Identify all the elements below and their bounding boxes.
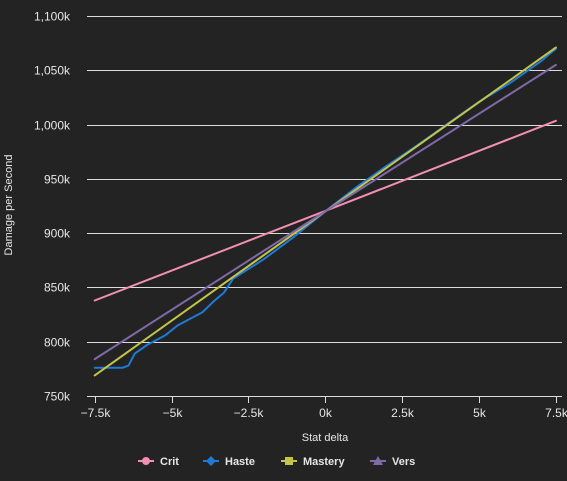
y-tick-label: 950k: [44, 173, 71, 187]
circle-marker-icon: [142, 457, 150, 465]
diamond-marker-icon: [206, 456, 216, 466]
square-marker-icon: [285, 457, 293, 465]
y-tick-label: 750k: [44, 390, 71, 404]
y-tick-label: 1,000k: [34, 119, 71, 133]
x-tick-label: 0k: [319, 406, 333, 420]
x-axis-title: Stat delta: [302, 432, 349, 444]
y-axis-title: Damage per Second: [3, 155, 15, 256]
legend-label: Vers: [392, 456, 415, 468]
x-tick-label: 7.5k: [545, 406, 567, 420]
axis-layer: 750k 800k 850k 900k 950k 1,000k 1,050k 1,100k −7…: [34, 10, 567, 421]
y-tick-label: 1,050k: [34, 64, 71, 78]
legend-label: Mastery: [303, 456, 345, 468]
legend-item-haste[interactable]: Haste: [203, 456, 255, 468]
legend-label: Haste: [225, 456, 255, 468]
legend-item-vers[interactable]: Vers: [370, 456, 415, 468]
x-tick-label: 2.5k: [391, 406, 415, 420]
y-tick-label: 850k: [44, 281, 71, 295]
legend-label: Crit: [160, 456, 179, 468]
y-tick-label: 900k: [44, 227, 71, 241]
y-tick-label: 800k: [44, 336, 71, 350]
y-tick-label: 1,100k: [34, 10, 71, 24]
legend[interactable]: Crit Haste Mastery Vers: [138, 456, 415, 468]
legend-item-crit[interactable]: Crit: [138, 456, 179, 468]
x-tick-label: −2.5k: [234, 406, 265, 420]
series-layer: [93, 46, 557, 377]
x-tick-label: −5k: [163, 406, 184, 420]
legend-item-mastery[interactable]: Mastery: [281, 456, 345, 468]
series-line-vers: [93, 63, 557, 361]
x-tick-label: −7.5k: [81, 406, 112, 420]
x-tick-label: 5k: [473, 406, 487, 420]
triangle-marker-icon: [373, 456, 383, 465]
